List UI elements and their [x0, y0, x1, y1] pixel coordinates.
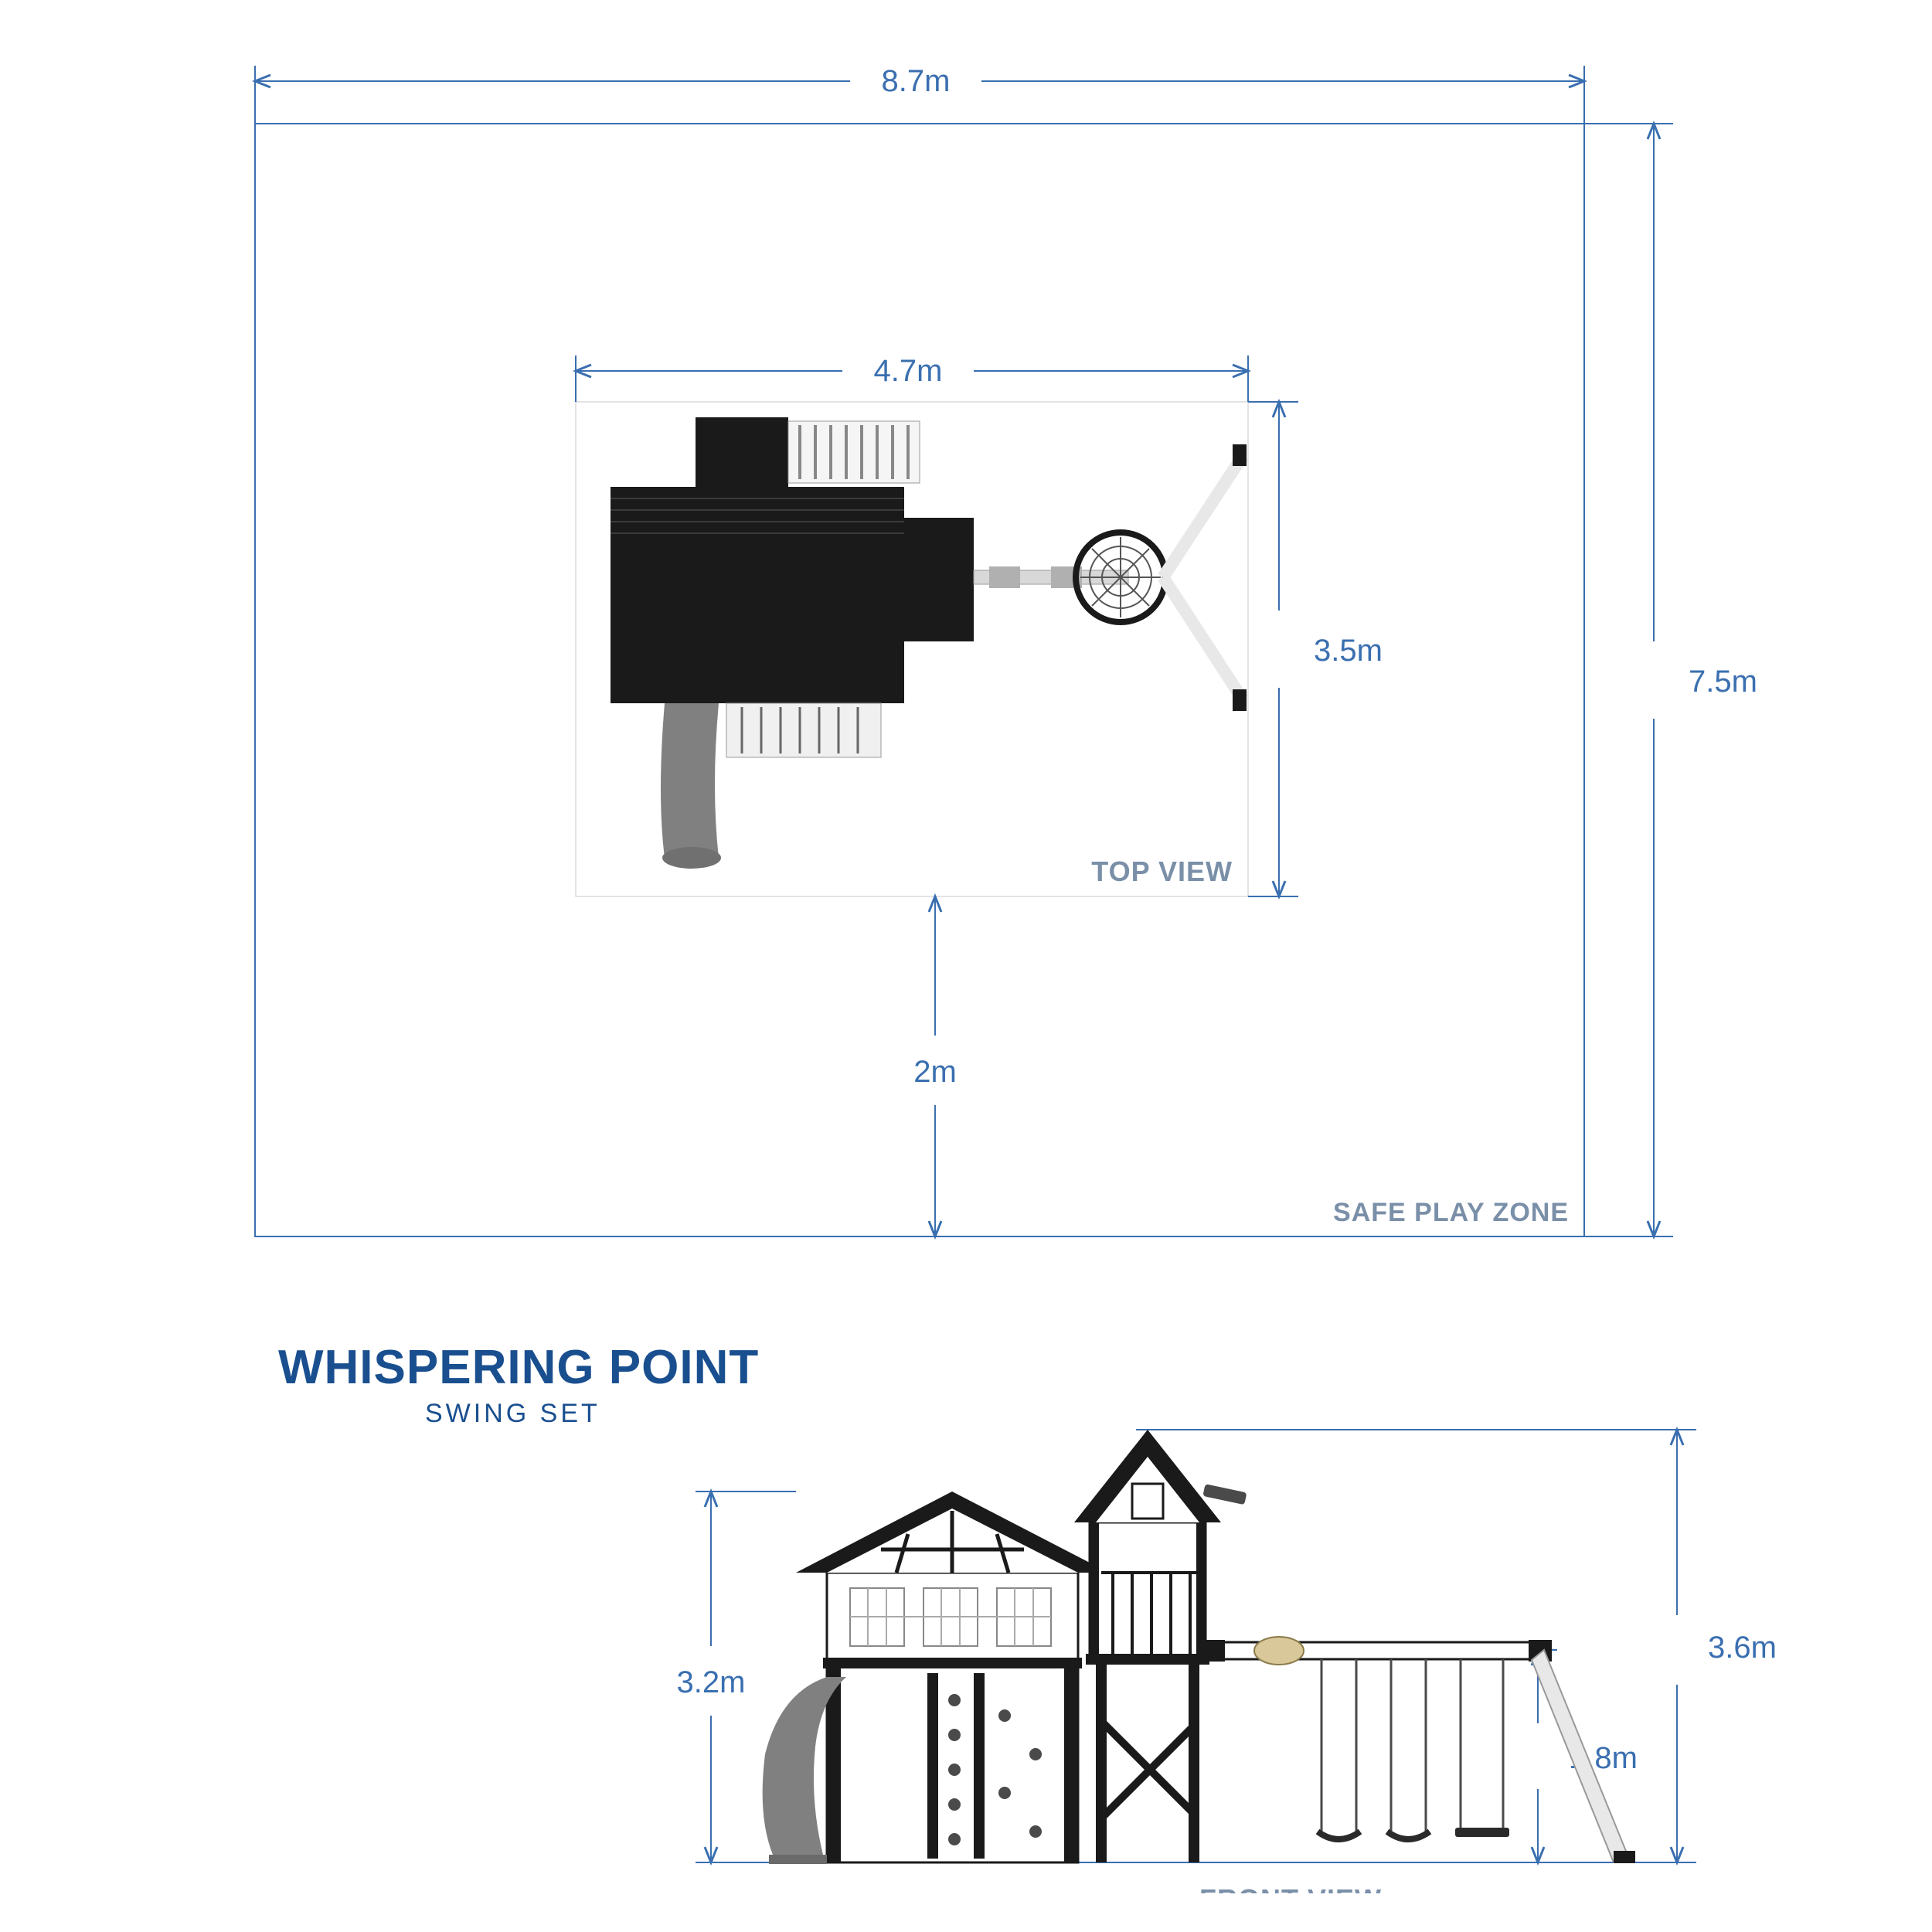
diagram-canvas: SAFE PLAY ZONE 8.7m 7.5m 4.7m 3.5m [155, 39, 1777, 1893]
dim-outer-height-text: 7.5m [1689, 665, 1757, 699]
dim-outer-width: 8.7m [255, 64, 1584, 124]
dim-inner-width: 4.7m [576, 354, 1248, 402]
front-view-playset [763, 1430, 1635, 1864]
safe-zone-label: SAFE PLAY ZONE [1333, 1198, 1569, 1227]
product-title-block: WHISPERING POINT SWING SET [278, 1341, 759, 1428]
top-view-container: 4.7m 3.5m [576, 354, 1383, 896]
brand-badge-icon [1254, 1637, 1304, 1665]
product-title: WHISPERING POINT [278, 1341, 759, 1394]
dim-outer-height: 7.5m [1584, 124, 1757, 1236]
front-view-label: FRONT VIEW [1199, 1883, 1382, 1893]
product-subtitle: SWING SET [425, 1399, 600, 1428]
dim-clearance: 2m [913, 896, 957, 1236]
dim-front-right-text: 3.6m [1708, 1631, 1777, 1665]
dim-inner-width-text: 4.7m [874, 354, 943, 388]
dim-front-left-text: 3.2m [677, 1665, 746, 1699]
dim-inner-height-text: 3.5m [1314, 634, 1383, 668]
dim-clearance-text: 2m [913, 1055, 957, 1089]
front-view-container: 3.2m 3.6m 1.8m [677, 1430, 1777, 1893]
swing-chains [1321, 1659, 1503, 1832]
top-view-label: TOP VIEW [1091, 855, 1233, 887]
dim-outer-width-text: 8.7m [882, 64, 951, 98]
dim-inner-height: 3.5m [1248, 402, 1383, 896]
